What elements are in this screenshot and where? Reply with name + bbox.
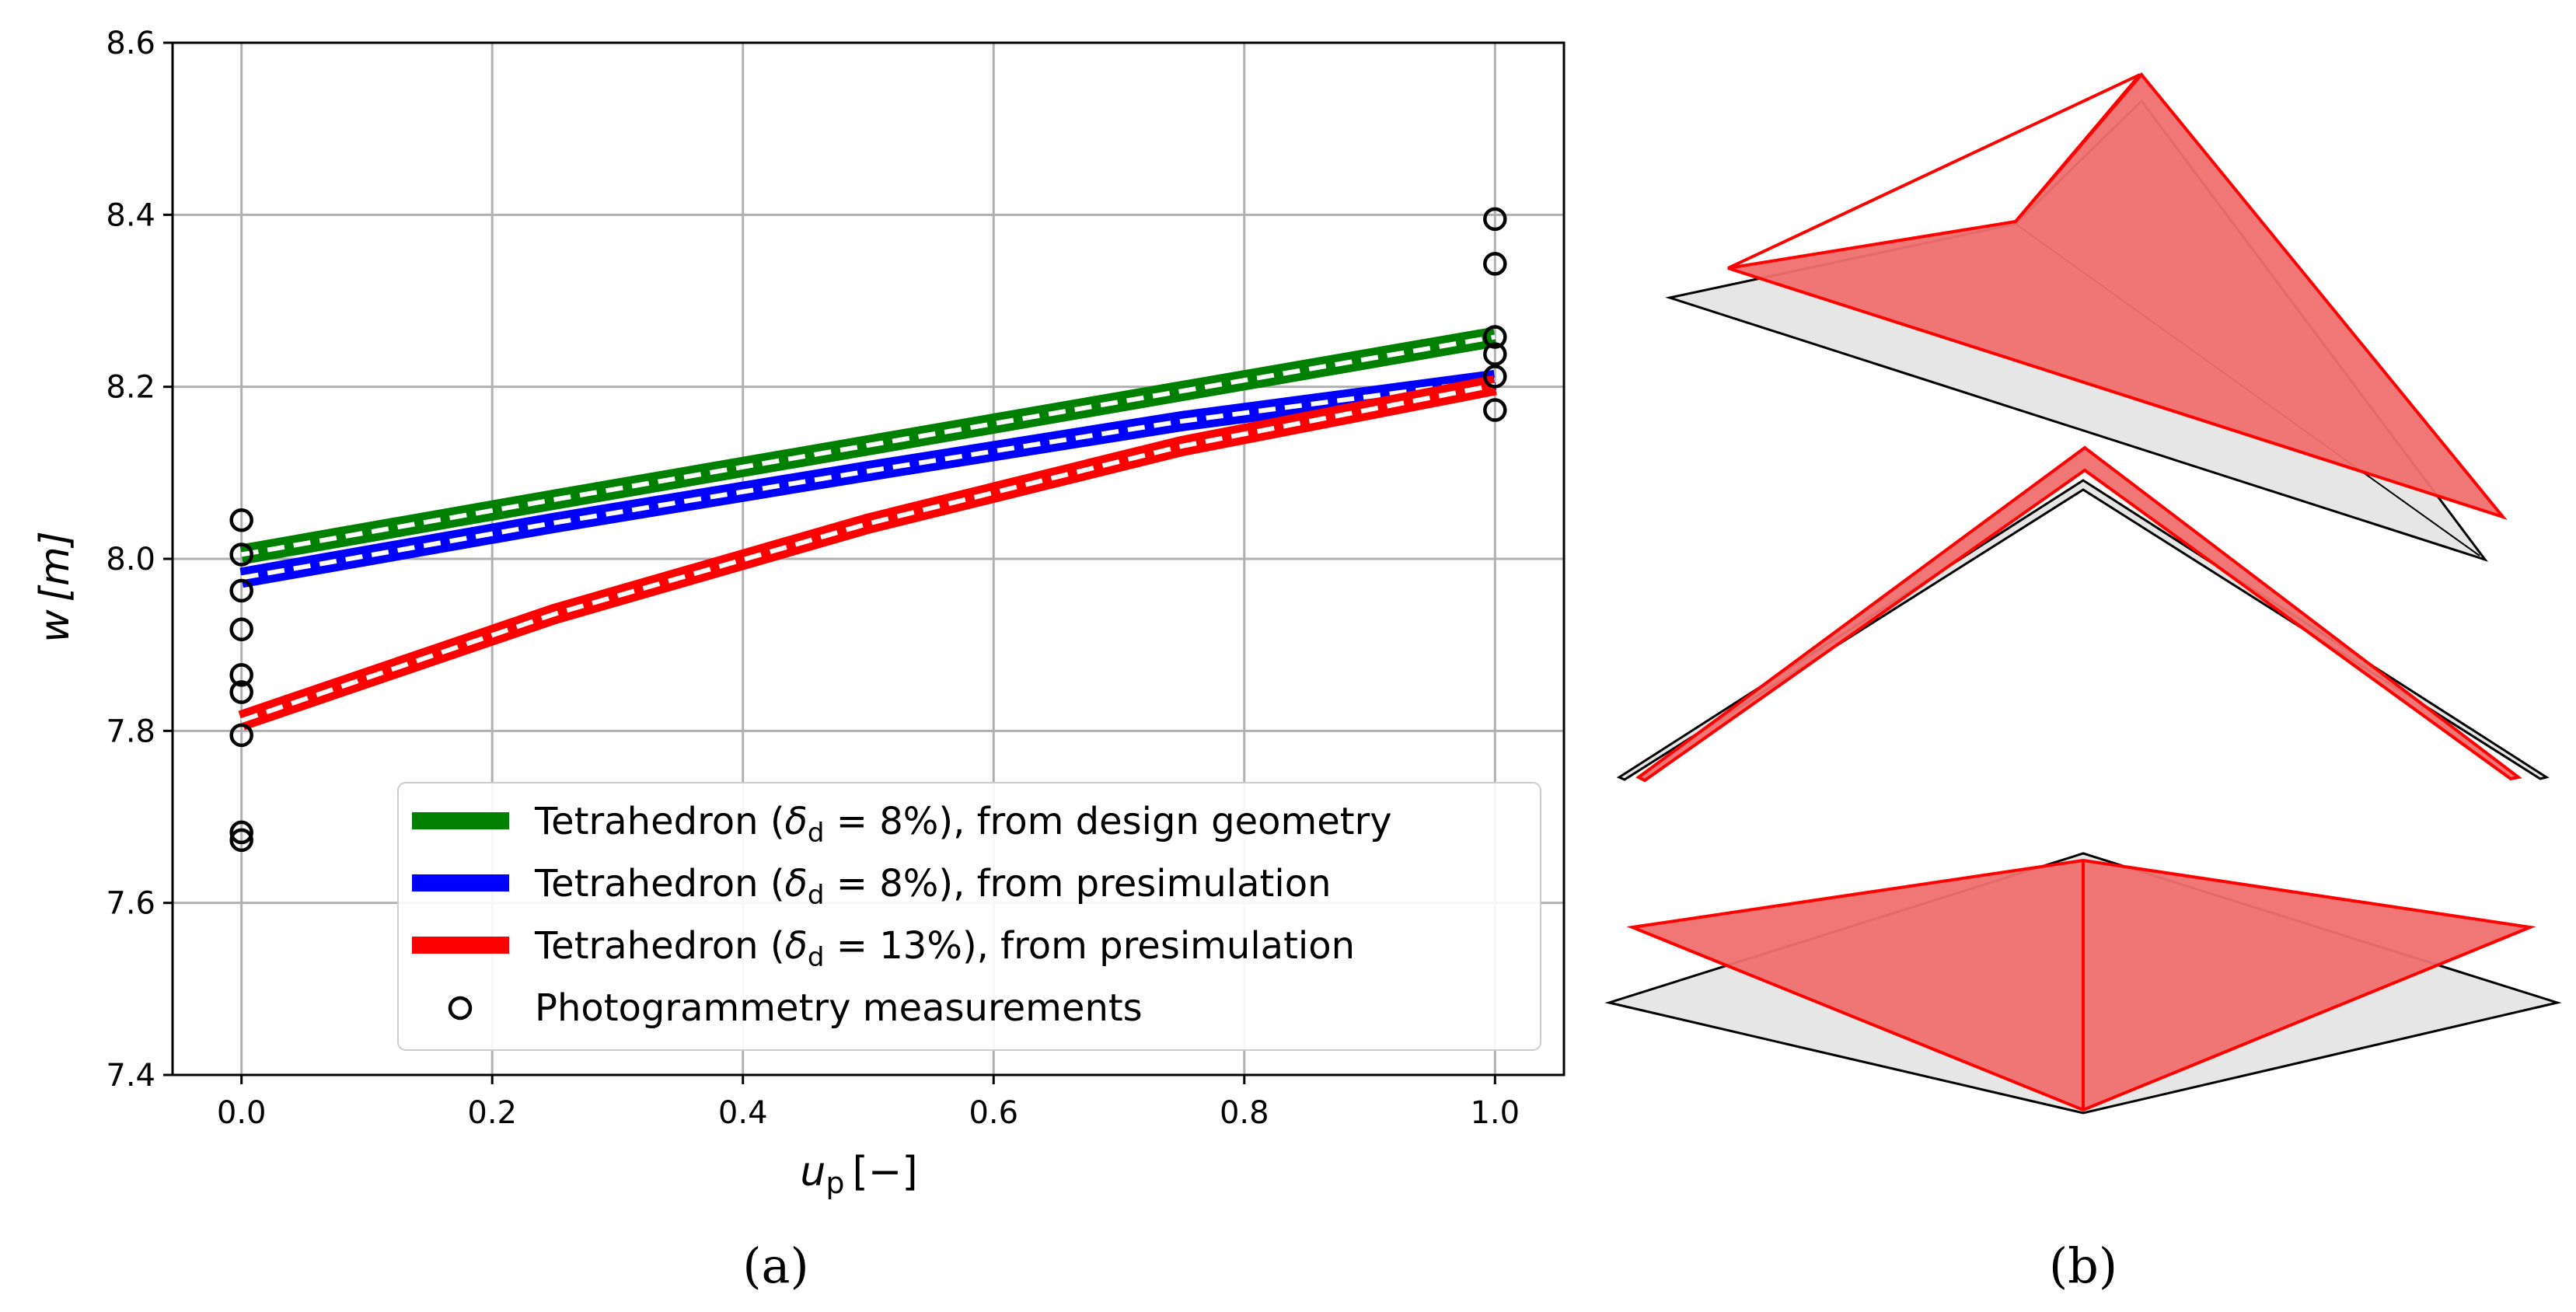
x-tick-label: 0.8 bbox=[1220, 1095, 1269, 1131]
y-tick-label: 8.2 bbox=[106, 370, 155, 406]
series-dash-presimulation-8 bbox=[241, 377, 1496, 581]
legend-swatch-red bbox=[412, 937, 509, 954]
x-tick-label: 0.0 bbox=[217, 1095, 267, 1131]
shape-top bbox=[1665, 72, 2508, 562]
legend-entry-design-geometry: Tetrahedron (δd = 8%), from design geome… bbox=[534, 800, 1392, 849]
y-tick-label: 8.0 bbox=[106, 542, 155, 577]
panel-label-b: (b) bbox=[2049, 1237, 2117, 1294]
y-axis-label: w[m] bbox=[32, 531, 79, 643]
photogrammetry-point bbox=[229, 828, 253, 853]
photogrammetry-point bbox=[229, 723, 253, 748]
photogrammetry-point bbox=[229, 663, 253, 687]
shape-middle-reference bbox=[1616, 479, 2550, 781]
axis-ticks: 0.0 0.2 0.4 0.6 0.8 1.0 7.4 7.6 7.8 8.0 8.2 8.4 8.6 bbox=[106, 26, 1520, 1131]
chart-panel-a: 0.0 0.2 0.4 0.6 0.8 1.07.47.67.88.08.28.48.6 … bbox=[32, 26, 1565, 1294]
shape-middle bbox=[1616, 445, 2550, 783]
shape-bottom-deformed bbox=[1626, 858, 2536, 1112]
series-line-presimulation-8 bbox=[239, 369, 1497, 588]
x-tick-label: 0.4 bbox=[718, 1095, 768, 1131]
photogrammetry-point bbox=[229, 617, 253, 641]
photogrammetry-point bbox=[1483, 207, 1507, 232]
photogrammetry-point bbox=[229, 820, 253, 845]
y-tick-label: 7.6 bbox=[106, 886, 155, 922]
x-axis-label: up [−] bbox=[800, 1149, 917, 1200]
shapes-panel-b: (b) bbox=[1604, 72, 2562, 1294]
y-tick-label: 7.8 bbox=[106, 714, 155, 749]
shape-bottom bbox=[1604, 852, 2562, 1115]
x-tick-label: 1.0 bbox=[1470, 1095, 1520, 1131]
legend-entry-presimulation-8: Tetrahedron (δd = 8%), from presimulatio… bbox=[534, 862, 1332, 911]
y-tick-label: 8.6 bbox=[106, 26, 155, 61]
photogrammetry-point bbox=[1483, 325, 1507, 349]
shape-middle-deformed bbox=[1635, 445, 2522, 783]
legend-swatch-blue bbox=[412, 874, 509, 892]
legend-box bbox=[397, 782, 1541, 1051]
photogrammetry-point bbox=[1483, 252, 1507, 276]
legend-entry-photogrammetry: Photogrammetry measurements bbox=[535, 986, 1143, 1030]
x-tick-label: 0.6 bbox=[969, 1095, 1018, 1131]
shape-top-deformed bbox=[1727, 72, 2508, 520]
x-tick-label: 0.2 bbox=[467, 1095, 517, 1131]
photogrammetry-point bbox=[229, 543, 253, 567]
shape-top-deformed-ridge bbox=[1727, 73, 2141, 270]
panel-label-a: (a) bbox=[742, 1237, 808, 1294]
legend-swatch-green bbox=[412, 812, 509, 829]
series-dash-presimulation-13 bbox=[240, 382, 1496, 723]
photogrammetry-points bbox=[229, 207, 1507, 853]
photogrammetry-point bbox=[229, 508, 253, 532]
y-tick-label: 8.4 bbox=[106, 197, 155, 233]
photogrammetry-point bbox=[1483, 365, 1507, 389]
series-lines bbox=[238, 326, 1497, 731]
photogrammetry-point bbox=[229, 680, 253, 704]
y-tick-label: 7.4 bbox=[106, 1058, 155, 1094]
series-dash-design-geometry bbox=[241, 334, 1496, 557]
photogrammetry-point bbox=[229, 578, 253, 603]
legend: Tetrahedron (δd = 8%), from design geome… bbox=[397, 782, 1541, 1051]
legend-marker-circle bbox=[448, 996, 473, 1021]
photogrammetry-point bbox=[1483, 398, 1507, 422]
photogrammetry-point bbox=[1483, 342, 1507, 366]
legend-entry-presimulation-13: Tetrahedron (δd = 13%), from presimulati… bbox=[534, 924, 1355, 973]
